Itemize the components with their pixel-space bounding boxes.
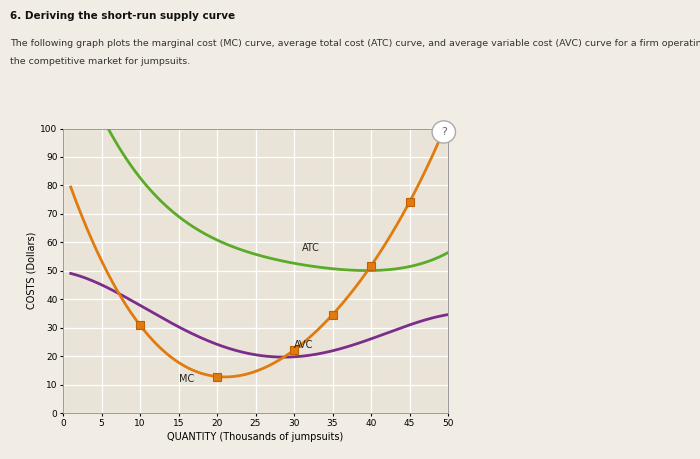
Y-axis label: COSTS (Dollars): COSTS (Dollars) [26, 232, 36, 309]
Text: AVC: AVC [294, 340, 314, 350]
Text: 6. Deriving the short-run supply curve: 6. Deriving the short-run supply curve [10, 11, 236, 22]
Text: MC: MC [178, 374, 194, 384]
Text: ATC: ATC [302, 243, 320, 253]
Text: The following graph plots the marginal cost (MC) curve, average total cost (ATC): The following graph plots the marginal c… [10, 39, 700, 48]
Circle shape [432, 121, 456, 143]
X-axis label: QUANTITY (Thousands of jumpsuits): QUANTITY (Thousands of jumpsuits) [167, 432, 344, 442]
Text: ?: ? [441, 127, 447, 137]
Text: the competitive market for jumpsuits.: the competitive market for jumpsuits. [10, 57, 190, 67]
